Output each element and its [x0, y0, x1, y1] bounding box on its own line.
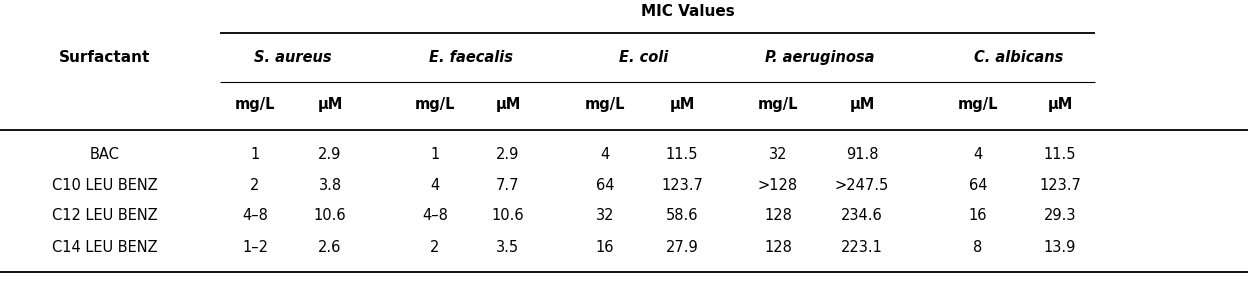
Text: >128: >128: [758, 178, 797, 192]
Text: 91.8: 91.8: [846, 148, 879, 162]
Text: 29.3: 29.3: [1043, 208, 1076, 223]
Text: 2.9: 2.9: [318, 148, 342, 162]
Text: 223.1: 223.1: [841, 239, 882, 255]
Text: μM: μM: [1047, 98, 1073, 112]
Text: 16: 16: [595, 239, 614, 255]
Text: 64: 64: [595, 178, 614, 192]
Text: 16: 16: [968, 208, 987, 223]
Text: 27.9: 27.9: [665, 239, 699, 255]
Text: 3.5: 3.5: [497, 239, 519, 255]
Text: C12 LEU BENZ: C12 LEU BENZ: [52, 208, 158, 223]
Text: 4: 4: [431, 178, 439, 192]
Text: 2: 2: [251, 178, 260, 192]
Text: 123.7: 123.7: [661, 178, 703, 192]
Text: μM: μM: [669, 98, 695, 112]
Text: 234.6: 234.6: [841, 208, 882, 223]
Text: E. faecalis: E. faecalis: [429, 51, 513, 65]
Text: μM: μM: [317, 98, 343, 112]
Text: mg/L: mg/L: [957, 98, 998, 112]
Text: 7.7: 7.7: [497, 178, 519, 192]
Text: 1: 1: [251, 148, 260, 162]
Text: μM: μM: [850, 98, 875, 112]
Text: mg/L: mg/L: [414, 98, 456, 112]
Text: MIC Values: MIC Values: [640, 5, 734, 19]
Text: 3.8: 3.8: [318, 178, 342, 192]
Text: 4: 4: [973, 148, 982, 162]
Text: 4–8: 4–8: [422, 208, 448, 223]
Text: 4: 4: [600, 148, 609, 162]
Text: 128: 128: [764, 208, 792, 223]
Text: C10 LEU BENZ: C10 LEU BENZ: [52, 178, 158, 192]
Text: E. coli: E. coli: [619, 51, 668, 65]
Text: 2: 2: [431, 239, 439, 255]
Text: 58.6: 58.6: [665, 208, 698, 223]
Text: 11.5: 11.5: [1043, 148, 1076, 162]
Text: S. aureus: S. aureus: [253, 51, 331, 65]
Text: 123.7: 123.7: [1040, 178, 1081, 192]
Text: 2.9: 2.9: [497, 148, 519, 162]
Text: 11.5: 11.5: [665, 148, 698, 162]
Text: mg/L: mg/L: [758, 98, 799, 112]
Text: P. aeruginosa: P. aeruginosa: [765, 51, 875, 65]
Text: 2.6: 2.6: [318, 239, 342, 255]
Text: 10.6: 10.6: [313, 208, 346, 223]
Text: BAC: BAC: [90, 148, 120, 162]
Text: C. albicans: C. albicans: [975, 51, 1063, 65]
Text: mg/L: mg/L: [235, 98, 276, 112]
Text: 4–8: 4–8: [242, 208, 268, 223]
Text: μM: μM: [495, 98, 520, 112]
Text: 32: 32: [769, 148, 787, 162]
Text: Surfactant: Surfactant: [60, 51, 151, 65]
Text: 32: 32: [595, 208, 614, 223]
Text: 13.9: 13.9: [1043, 239, 1076, 255]
Text: 1: 1: [431, 148, 439, 162]
Text: C14 LEU BENZ: C14 LEU BENZ: [52, 239, 157, 255]
Text: 64: 64: [968, 178, 987, 192]
Text: 1–2: 1–2: [242, 239, 268, 255]
Text: 8: 8: [973, 239, 982, 255]
Text: >247.5: >247.5: [835, 178, 889, 192]
Text: 10.6: 10.6: [492, 208, 524, 223]
Text: 128: 128: [764, 239, 792, 255]
Text: mg/L: mg/L: [585, 98, 625, 112]
